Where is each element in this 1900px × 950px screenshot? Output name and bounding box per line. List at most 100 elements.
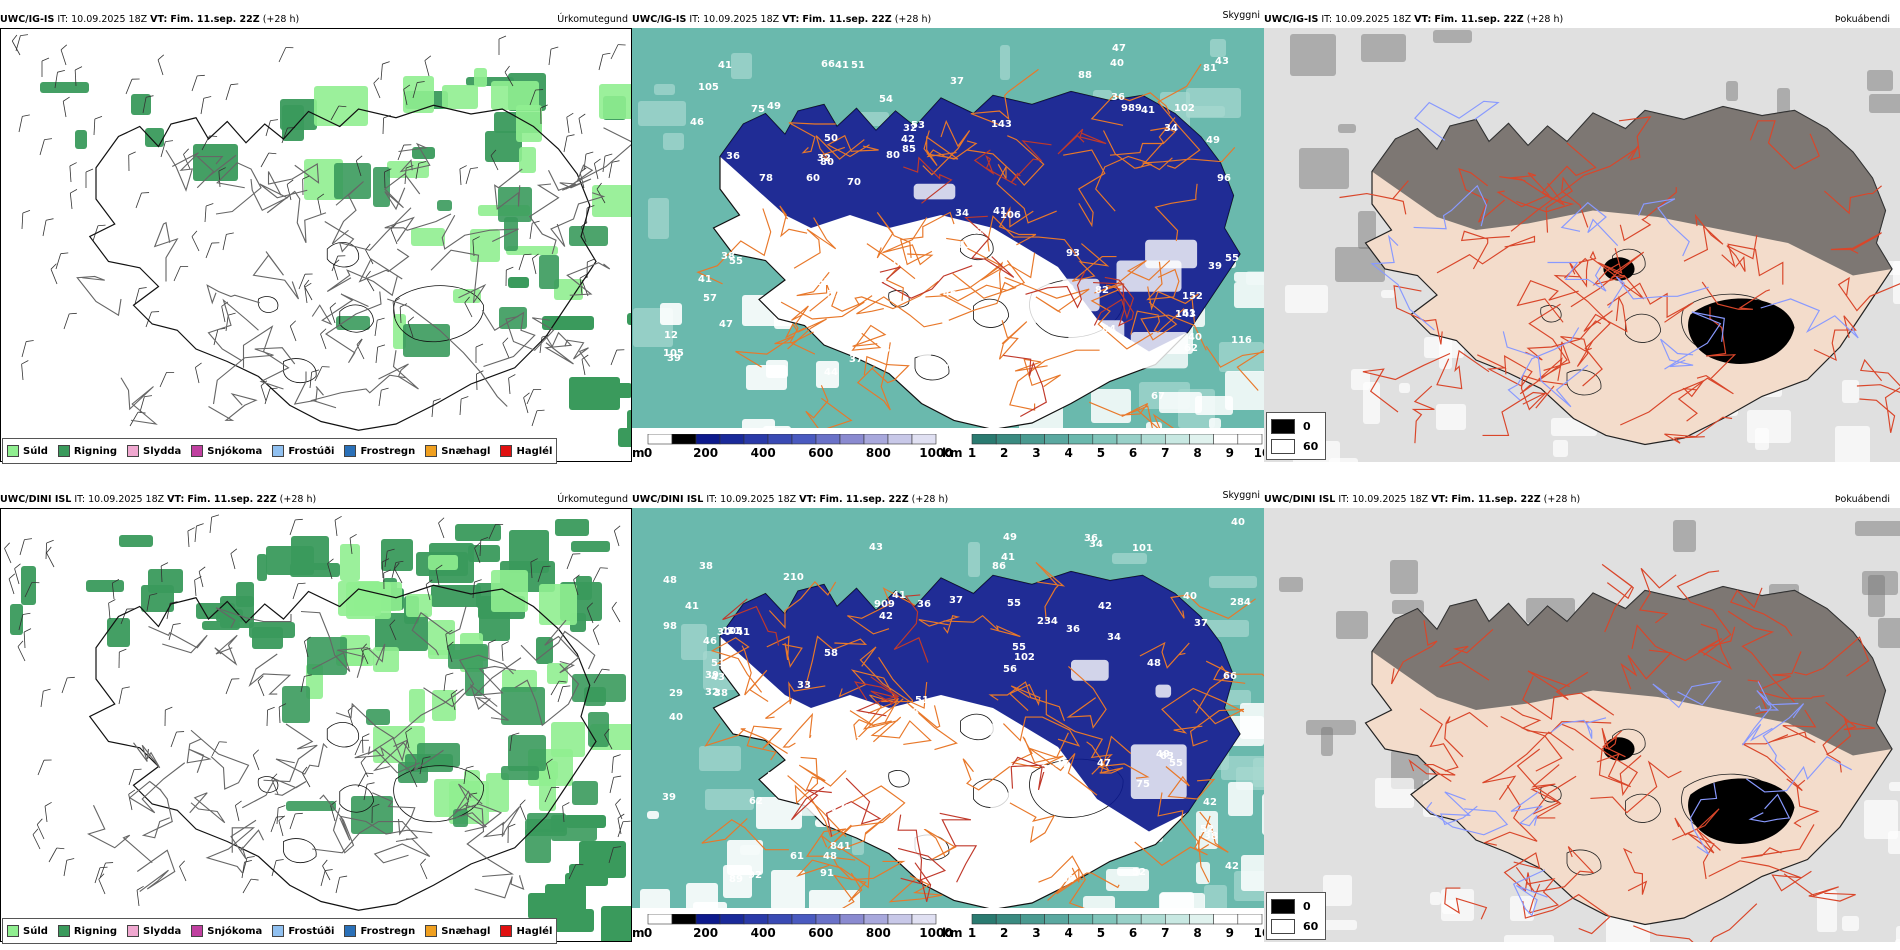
panel-type-label: Skyggni [1222, 490, 1260, 501]
legend-item: Snæhagl [425, 445, 490, 457]
visibility-label: 55 [1169, 758, 1183, 769]
visibility-label: 51 [851, 60, 865, 71]
legend-label: 60 [1303, 440, 1319, 453]
visibility-label: 60 [806, 173, 820, 184]
legend-swatch [127, 445, 140, 457]
visibility-label: 31 [727, 626, 741, 637]
legend-item: Snæhagl [425, 925, 490, 937]
colorbar-unit: m [632, 926, 645, 940]
visibility-label: 108 [886, 259, 907, 270]
visibility-label: 42 [970, 226, 984, 237]
legend-item: Snjókoma [191, 925, 262, 937]
visibility-label: 49 [1206, 135, 1220, 146]
colorbar-tick: 8 [1193, 926, 1202, 940]
visibility-label: 47 [1112, 43, 1126, 54]
visibility-label: 29 [669, 688, 683, 699]
visibility-label: 52 [1132, 867, 1146, 878]
visibility-label: 36 [917, 599, 931, 610]
visibility-label: 91 [820, 868, 834, 879]
visibility-label: 66 [821, 59, 835, 70]
colorbar-tick: 0 [643, 446, 653, 460]
visibility-label: 48 [663, 575, 677, 586]
colorbar-tick: 9 [1225, 446, 1234, 460]
colorbar-tick: 0 [643, 926, 653, 940]
visibility-label: 34 [1107, 632, 1121, 643]
panel-title: UWC/IG-IS IT: 10.09.2025 18Z VT: Fim. 11… [1264, 14, 1564, 25]
visibility-label: 48 [823, 851, 837, 862]
visibility-label: 36 [1111, 92, 1125, 103]
cloud-panel-bottom: UWC/DINI ISL IT: 10.09.2025 18Z VT: Fim.… [1264, 492, 1900, 944]
height-colorbar: m 0 200 400 600 800 1000 [632, 914, 953, 940]
colorbar-tick: 400 [750, 446, 776, 460]
panel-type-label: Þokuábendi [1834, 14, 1890, 25]
panel-title: UWC/DINI ISL IT: 10.09.2025 18Z VT: Fim.… [632, 494, 949, 505]
visibility-label: 81 [942, 363, 956, 374]
visibility-label: 70 [847, 177, 861, 188]
cloud-map [1264, 508, 1900, 942]
visibility-label: 41 [685, 601, 699, 612]
visibility-label: 210 [783, 572, 804, 583]
visibility-label: 66 [1223, 671, 1237, 682]
visibility-label: 80 [886, 150, 900, 161]
visibility-label: 32 [705, 687, 719, 698]
legend-label: Snæhagl [441, 925, 491, 937]
visibility-label: 40 [1110, 58, 1124, 69]
visibility-label: 106 [1000, 210, 1021, 221]
colorbar-tick: 200 [693, 446, 719, 460]
visibility-label: 34 [955, 208, 969, 219]
visibility-label: 34 [1164, 123, 1178, 134]
legend-swatch [191, 925, 204, 937]
legend-swatch [191, 445, 204, 457]
visibility-label: 105 [663, 348, 684, 359]
height-colorbar: m 0 200 400 600 800 1000 [632, 434, 953, 460]
visibility-label: 32 [782, 713, 796, 724]
visibility-label: 49 [1156, 749, 1170, 760]
visibility-label: 46 [703, 636, 717, 647]
legend-swatch [344, 445, 357, 457]
visibility-label: 79 [1041, 764, 1055, 775]
legend-label: 0 [1303, 900, 1311, 913]
visibility-label: 12 [664, 330, 678, 341]
visibility-label: 143 [991, 119, 1012, 130]
visibility-label: 75 [1136, 779, 1150, 790]
visibility-label: 44 [824, 367, 838, 378]
visibility-label: 105 [722, 626, 743, 637]
visibility-label: 59 [1026, 872, 1040, 883]
visibility-label: 36 [1084, 533, 1098, 544]
cloud-legend: 0 60 [1266, 892, 1326, 940]
visibility-label: 32 [903, 123, 917, 134]
visibility-label: 47 [849, 736, 863, 747]
legend-label: 60 [1303, 920, 1319, 933]
visibility-label: 52 [1200, 824, 1214, 835]
cloud-legend: 0 60 [1266, 412, 1326, 460]
visibility-label: 38 [699, 561, 713, 572]
visibility-label: 39 [1208, 261, 1222, 272]
colorbar-tick: 8 [1193, 446, 1202, 460]
legend-label: Haglél [516, 925, 553, 937]
visibility-label: 43 [711, 672, 725, 683]
visibility-label: 49 [1003, 532, 1017, 543]
visibility-label: 84 [1102, 324, 1116, 335]
legend-swatch [500, 925, 513, 937]
visibility-label: 57 [827, 289, 841, 300]
visibility-label: 87 [883, 344, 897, 355]
visibility-label: 23 [871, 794, 885, 805]
visibility-label: 55 [729, 256, 743, 267]
visibility-label: 234 [1037, 616, 1058, 627]
precip-panel-top: UWC/IG-IS IT: 10.09.2025 18Z VT: Fim. 11… [0, 12, 632, 464]
visibility-label: 35 [767, 771, 781, 782]
legend-item: Snjókoma [191, 445, 262, 457]
visibility-panel-bottom: UWC/DINI ISL IT: 10.09.2025 18Z VT: Fim.… [632, 490, 1270, 944]
visibility-label: 57 [817, 277, 831, 288]
visibility-label: 100 [1054, 874, 1075, 885]
colorbar-tick: 3 [1032, 446, 1041, 460]
visibility-label: 42 [1203, 797, 1217, 808]
visibility-label: 36 [856, 775, 870, 786]
colorbar-tick: 2 [1000, 446, 1009, 460]
visibility-label: 55 [1012, 642, 1026, 653]
visibility-label: 47 [991, 382, 1005, 393]
visibility-label: 38 [714, 688, 728, 699]
visibility-label: 102 [1014, 652, 1035, 663]
legend-item: Haglél [500, 925, 552, 937]
